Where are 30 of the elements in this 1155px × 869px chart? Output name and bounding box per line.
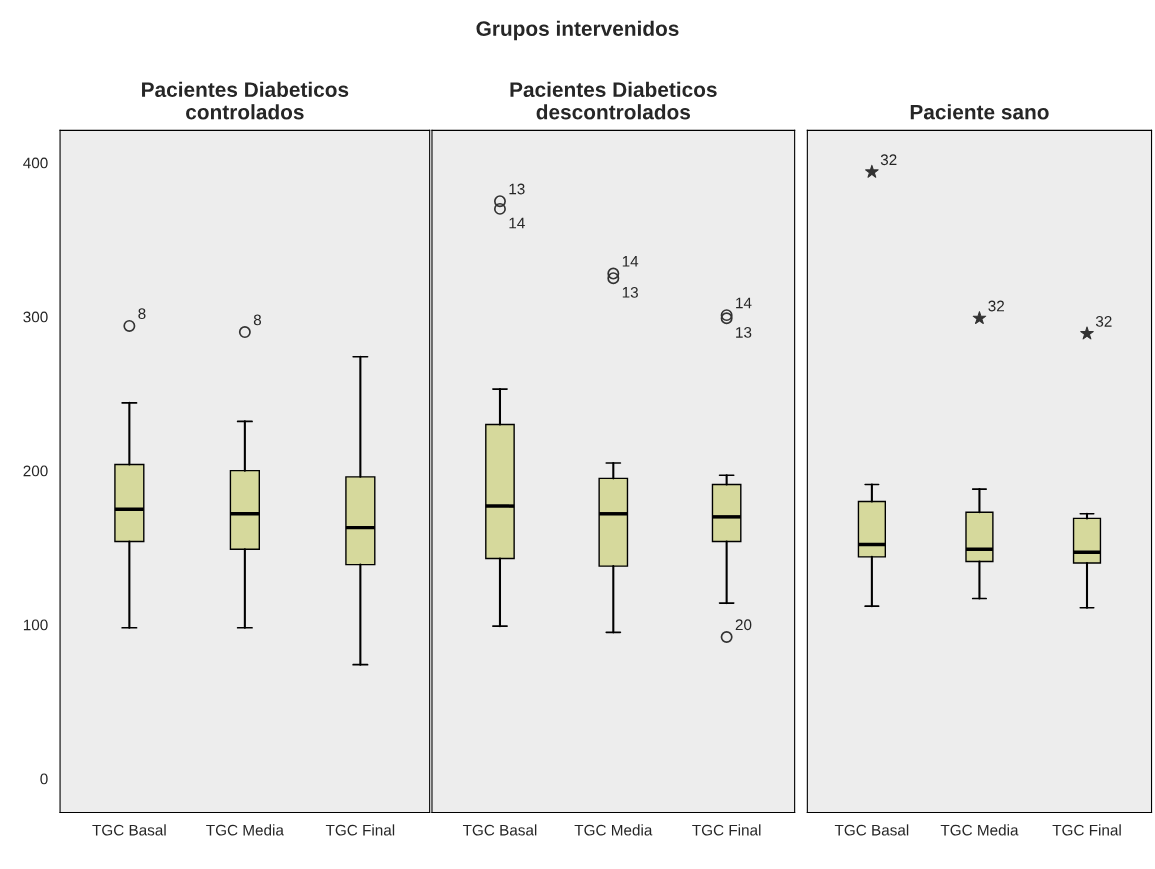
x-tick-label: TGC Basal <box>834 824 909 836</box>
annotation: 13 <box>509 183 525 195</box>
annotation: 8 <box>253 314 262 326</box>
x-tick-label: TGC Media <box>206 824 284 836</box>
annotation: 32 <box>880 154 897 166</box>
y-tick-label: 200 <box>23 465 48 477</box>
annotation: 32 <box>988 300 1004 312</box>
annotation: 14 <box>622 256 639 267</box>
y-tick-label: 0 <box>40 773 48 785</box>
annotation: 13 <box>622 286 638 298</box>
x-tick-label: TGC Final <box>1052 824 1121 836</box>
x-tick-label: TGC Media <box>940 824 1019 836</box>
y-tick-label: 400 <box>23 157 48 169</box>
x-tick-label: TGC Media <box>574 824 653 836</box>
annotation: 8 <box>138 308 146 320</box>
x-tick-label: TGC Final <box>692 824 761 836</box>
text: Grupos intervenidos <box>476 20 679 41</box>
annotation: 14 <box>736 297 752 309</box>
chart-title: Pacientes Diabeticos controlados <box>142 81 349 120</box>
annotation: 14 <box>509 217 525 229</box>
chart-title: Pacientes Diabeticos descontrolados <box>510 81 717 120</box>
y-tick-label: 300 <box>23 311 48 323</box>
annotation: 20 <box>735 619 752 631</box>
annotation: 13 <box>736 326 752 338</box>
x-tick-label: TGC Basal <box>92 824 166 836</box>
x-tick-label: TGC Basal <box>462 824 537 836</box>
y-tick-label: 100 <box>23 619 48 631</box>
annotation: 32 <box>1095 316 1112 327</box>
chart-title: Paciente sano <box>910 104 1049 120</box>
x-tick-label: TGC Final <box>325 824 395 836</box>
